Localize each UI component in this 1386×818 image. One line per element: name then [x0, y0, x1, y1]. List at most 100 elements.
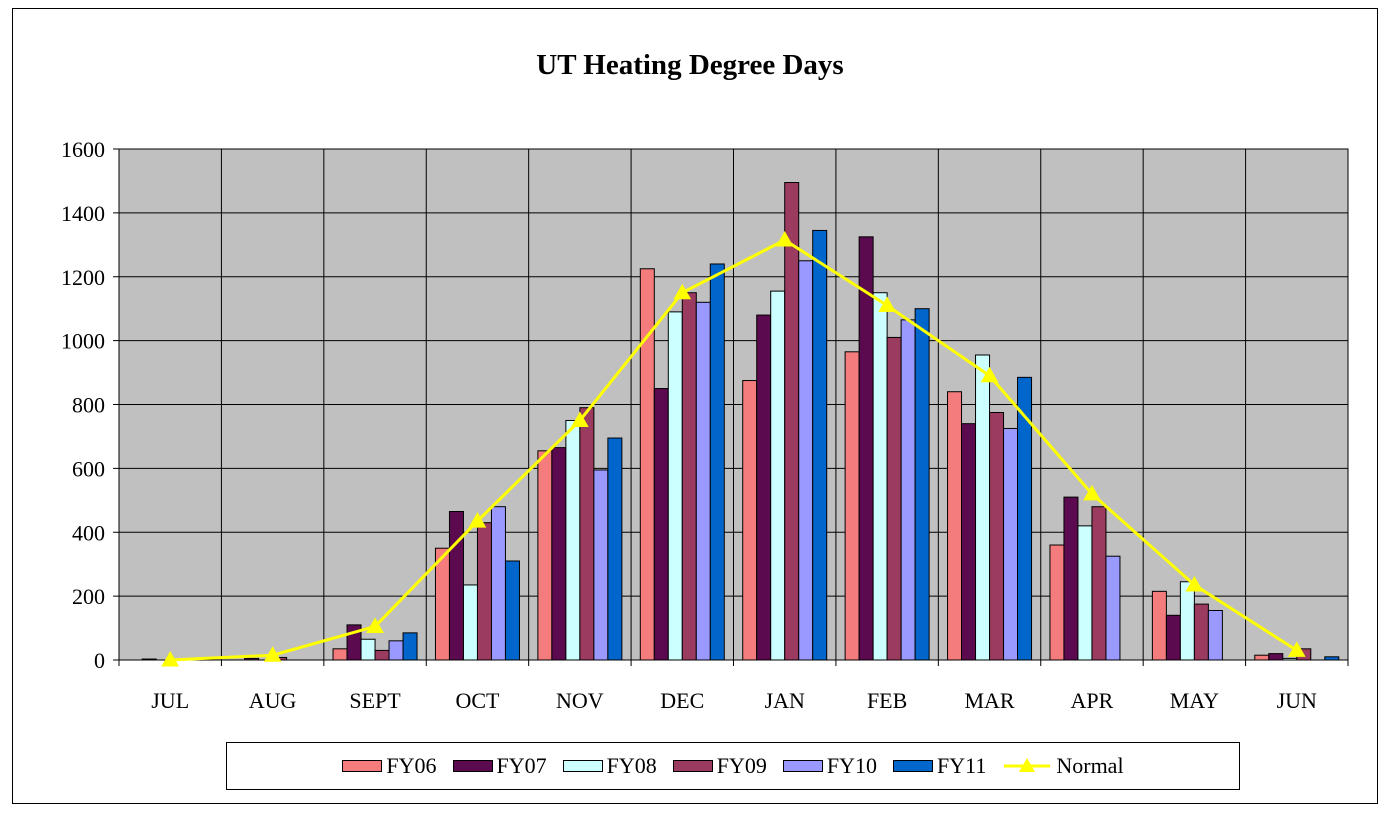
bar-fy07-feb — [858, 236, 874, 661]
x-tick-label: DEC — [660, 688, 704, 713]
legend-label: FY08 — [606, 753, 657, 778]
bar-fy11-feb — [914, 308, 930, 661]
normal-marker-mar — [980, 366, 999, 383]
x-tick-label: JUN — [1277, 688, 1317, 713]
bar-fy10-apr — [1105, 555, 1121, 661]
bar-fy06-jan — [742, 380, 758, 661]
normal-marker-oct — [468, 512, 487, 528]
bar-fy08-may — [1179, 581, 1195, 661]
y-tick-label: 1600 — [61, 137, 105, 162]
bar-fy11-sept — [402, 632, 418, 661]
legend-item-fy11: FY11 — [893, 753, 986, 779]
legend-label: FY10 — [826, 753, 878, 778]
bar-fy07-jan — [756, 314, 772, 661]
bar-fy06-may — [1151, 590, 1167, 661]
y-tick-label: 800 — [72, 393, 105, 418]
legend-label: FY06 — [386, 753, 437, 778]
normal-marker-aug — [263, 646, 282, 662]
normal-marker-jan — [775, 231, 794, 247]
normal-marker-jun — [1287, 641, 1306, 657]
bar-fy08-jun — [1282, 657, 1298, 661]
y-tick-label: 1400 — [61, 201, 105, 226]
bar-fy07-oct — [448, 510, 464, 661]
bar-fy09-mar — [989, 411, 1005, 661]
legend-label: FY11 — [937, 753, 987, 778]
bar-fy10-nov — [593, 469, 609, 661]
bar-fy06-feb — [844, 351, 860, 661]
legend-swatch — [782, 760, 823, 772]
bar-fy06-apr — [1049, 544, 1065, 661]
x-tick-label: SEPT — [349, 688, 401, 713]
bar-fy06-jun — [1254, 654, 1270, 661]
y-tick-label: 200 — [72, 584, 105, 609]
bar-fy11-mar — [1017, 376, 1033, 661]
legend-item-fy10: FY10 — [782, 753, 878, 779]
legend-item-fy09: FY09 — [672, 753, 767, 779]
bar-fy10-may — [1207, 609, 1223, 661]
bar-fy08-dec — [667, 311, 683, 661]
bar-fy07-may — [1165, 614, 1181, 661]
x-tick-label: JAN — [765, 688, 805, 713]
bar-fy11-dec — [709, 263, 725, 661]
bar-fy06-dec — [639, 268, 655, 661]
bar-fy06-sept — [332, 648, 348, 661]
legend-line-marker — [1004, 758, 1051, 772]
normal-marker-apr — [1083, 484, 1101, 501]
y-tick-label: 400 — [72, 520, 105, 545]
bar-fy10-sept — [388, 640, 404, 661]
bar-fy08-mar — [975, 354, 991, 661]
bar-fy06-nov — [537, 450, 553, 661]
legend-swatch — [342, 760, 383, 772]
legend-label: Normal — [1056, 753, 1124, 778]
bar-fy10-oct — [490, 506, 506, 661]
bar-fy08-feb — [872, 292, 888, 661]
bar-fy10-dec — [695, 301, 711, 661]
bar-fy08-jan — [770, 290, 786, 661]
legend-label: FY07 — [496, 753, 547, 778]
legend-item-fy07: FY07 — [452, 753, 547, 779]
bar-fy09-apr — [1091, 506, 1107, 661]
y-tick-label: 1200 — [61, 265, 105, 290]
x-tick-label: JUL — [151, 688, 189, 713]
x-tick-label: FEB — [867, 688, 907, 713]
bar-fy09-feb — [886, 336, 902, 661]
bar-fy08-sept — [360, 638, 376, 661]
bar-fy11-jan — [812, 229, 828, 661]
x-tick-label: OCT — [455, 688, 500, 713]
bar-fy09-oct — [476, 522, 492, 661]
bar-fy07-apr — [1063, 496, 1079, 661]
x-tick-label: MAR — [964, 688, 1014, 713]
chart-title: UT Heating Degree Days — [536, 49, 844, 81]
y-tick-label: 600 — [72, 456, 105, 481]
normal-marker-dec — [673, 283, 692, 300]
normal-marker-jul — [161, 650, 180, 667]
normal-marker-may — [1185, 575, 1204, 592]
x-tick-label: AUG — [249, 688, 297, 713]
normal-marker-feb — [878, 296, 896, 312]
legend-item-normal: Normal — [1002, 753, 1124, 779]
normal-marker-nov — [571, 411, 589, 427]
legend-swatch — [452, 760, 493, 772]
legend: FY06 FY07 FY08 FY09 FY10 FY11 Normal — [226, 742, 1240, 790]
legend-item-fy08: FY08 — [562, 753, 657, 779]
bar-fy09-may — [1193, 603, 1209, 661]
bar-fy11-jun — [1324, 656, 1340, 661]
bar-fy09-sept — [374, 649, 390, 661]
x-tick-label: APR — [1071, 688, 1114, 713]
bar-fy07-mar — [961, 423, 977, 661]
bar-fy07-jul — [141, 658, 157, 661]
bar-fy07-dec — [653, 388, 669, 661]
bar-fy11-nov — [607, 437, 623, 661]
bar-fy06-mar — [947, 391, 963, 661]
normal-marker-sept — [366, 617, 384, 633]
bar-fy09-dec — [681, 292, 697, 661]
bar-fy09-nov — [579, 407, 595, 661]
bar-fy07-nov — [551, 447, 567, 661]
legend-item-fy06: FY06 — [342, 753, 437, 779]
bar-fy08-apr — [1077, 525, 1093, 661]
y-tick-label: 0 — [94, 648, 105, 673]
bar-fy07-jun — [1268, 653, 1284, 661]
bar-fy10-mar — [1003, 427, 1019, 661]
legend-swatch — [562, 760, 603, 772]
